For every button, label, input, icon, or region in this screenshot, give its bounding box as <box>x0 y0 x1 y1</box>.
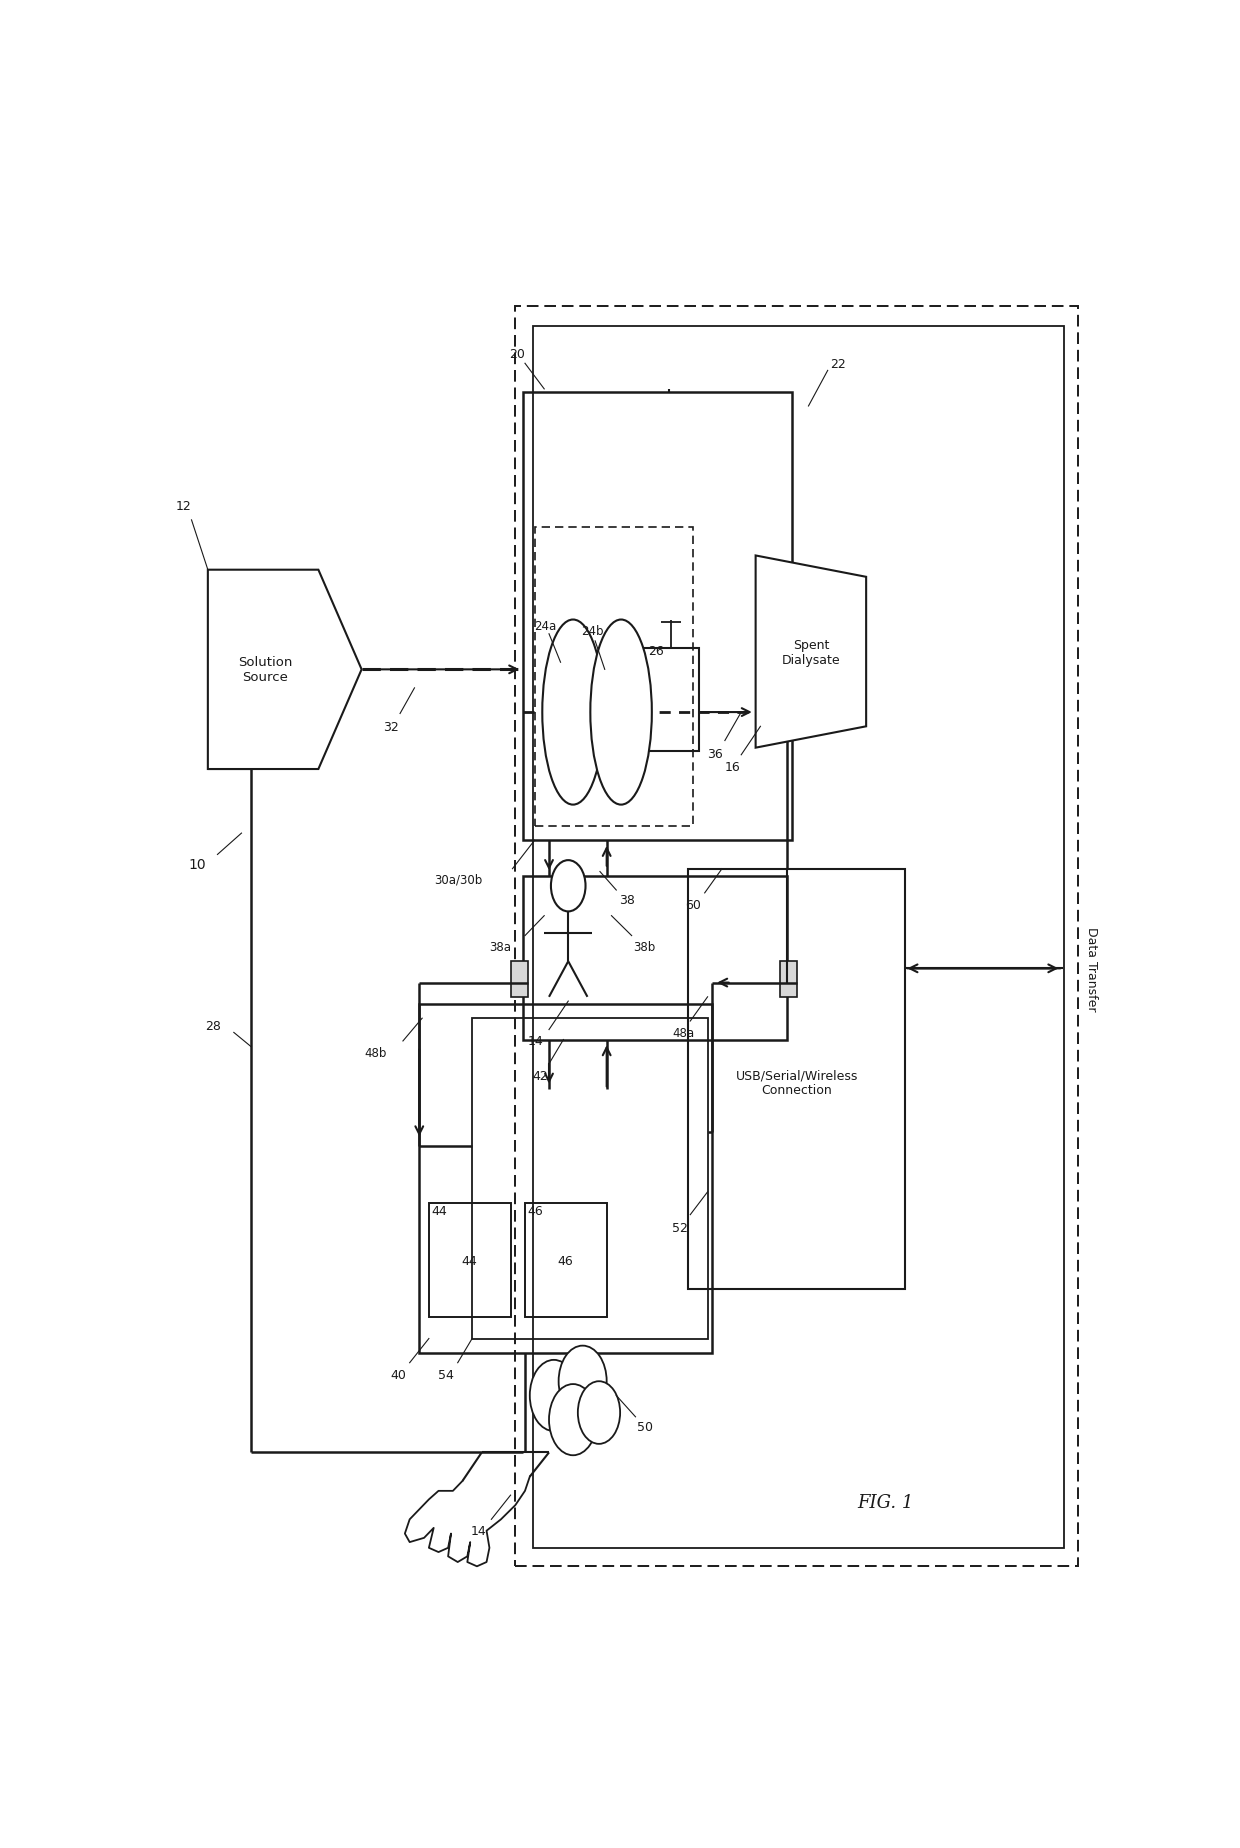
Text: 46: 46 <box>528 1205 543 1218</box>
Bar <box>780 961 797 998</box>
Circle shape <box>578 1382 620 1443</box>
Circle shape <box>558 1345 606 1417</box>
Text: 60: 60 <box>686 898 702 911</box>
Text: Data Transfer: Data Transfer <box>1085 926 1099 1011</box>
Text: 48b: 48b <box>365 1046 387 1059</box>
Ellipse shape <box>542 621 604 806</box>
Text: FIG. 1: FIG. 1 <box>857 1493 914 1512</box>
Polygon shape <box>755 556 866 748</box>
Text: 38a: 38a <box>490 941 511 954</box>
Text: 52: 52 <box>672 1222 688 1234</box>
Text: Spent
Dialysate: Spent Dialysate <box>782 639 841 667</box>
Bar <box>644 649 699 750</box>
Text: 24b: 24b <box>580 625 603 638</box>
Bar <box>533 327 1064 1549</box>
Text: 40: 40 <box>391 1368 407 1380</box>
Text: 32: 32 <box>383 721 398 734</box>
Text: 22: 22 <box>831 357 847 371</box>
Text: 12: 12 <box>176 499 192 514</box>
Circle shape <box>529 1360 578 1430</box>
Bar <box>472 1018 708 1338</box>
Text: 54: 54 <box>439 1368 454 1380</box>
Text: 44: 44 <box>461 1255 477 1268</box>
Text: 14: 14 <box>528 1035 543 1048</box>
Text: 20: 20 <box>508 347 525 360</box>
Text: 16: 16 <box>725 760 740 772</box>
Text: 26: 26 <box>649 645 663 658</box>
Circle shape <box>551 861 585 911</box>
Bar <box>523 876 787 1040</box>
Bar <box>523 392 792 841</box>
Text: 46: 46 <box>558 1255 573 1268</box>
Text: 38: 38 <box>619 894 635 907</box>
Text: 30a/30b: 30a/30b <box>434 872 482 885</box>
Bar <box>419 1005 713 1353</box>
Text: USB/Serial/Wireless
Connection: USB/Serial/Wireless Connection <box>735 1068 858 1096</box>
Text: Solution
Source: Solution Source <box>238 656 293 684</box>
Polygon shape <box>208 571 362 769</box>
Bar <box>534 529 693 826</box>
Text: 44: 44 <box>432 1205 448 1218</box>
Ellipse shape <box>590 621 652 806</box>
Bar <box>511 961 528 998</box>
Text: 50: 50 <box>637 1421 653 1434</box>
Text: 24a: 24a <box>533 619 556 632</box>
Text: 14: 14 <box>470 1525 486 1538</box>
Circle shape <box>549 1384 598 1456</box>
Bar <box>688 869 904 1290</box>
Bar <box>429 1203 511 1318</box>
Text: 48a: 48a <box>672 1026 694 1039</box>
Text: 36: 36 <box>707 747 723 760</box>
Text: 28: 28 <box>205 1020 221 1033</box>
Text: 38b: 38b <box>634 941 656 954</box>
Text: 10: 10 <box>188 857 206 872</box>
Bar <box>525 1203 606 1318</box>
Text: 42: 42 <box>533 1068 548 1083</box>
Bar <box>516 307 1078 1567</box>
